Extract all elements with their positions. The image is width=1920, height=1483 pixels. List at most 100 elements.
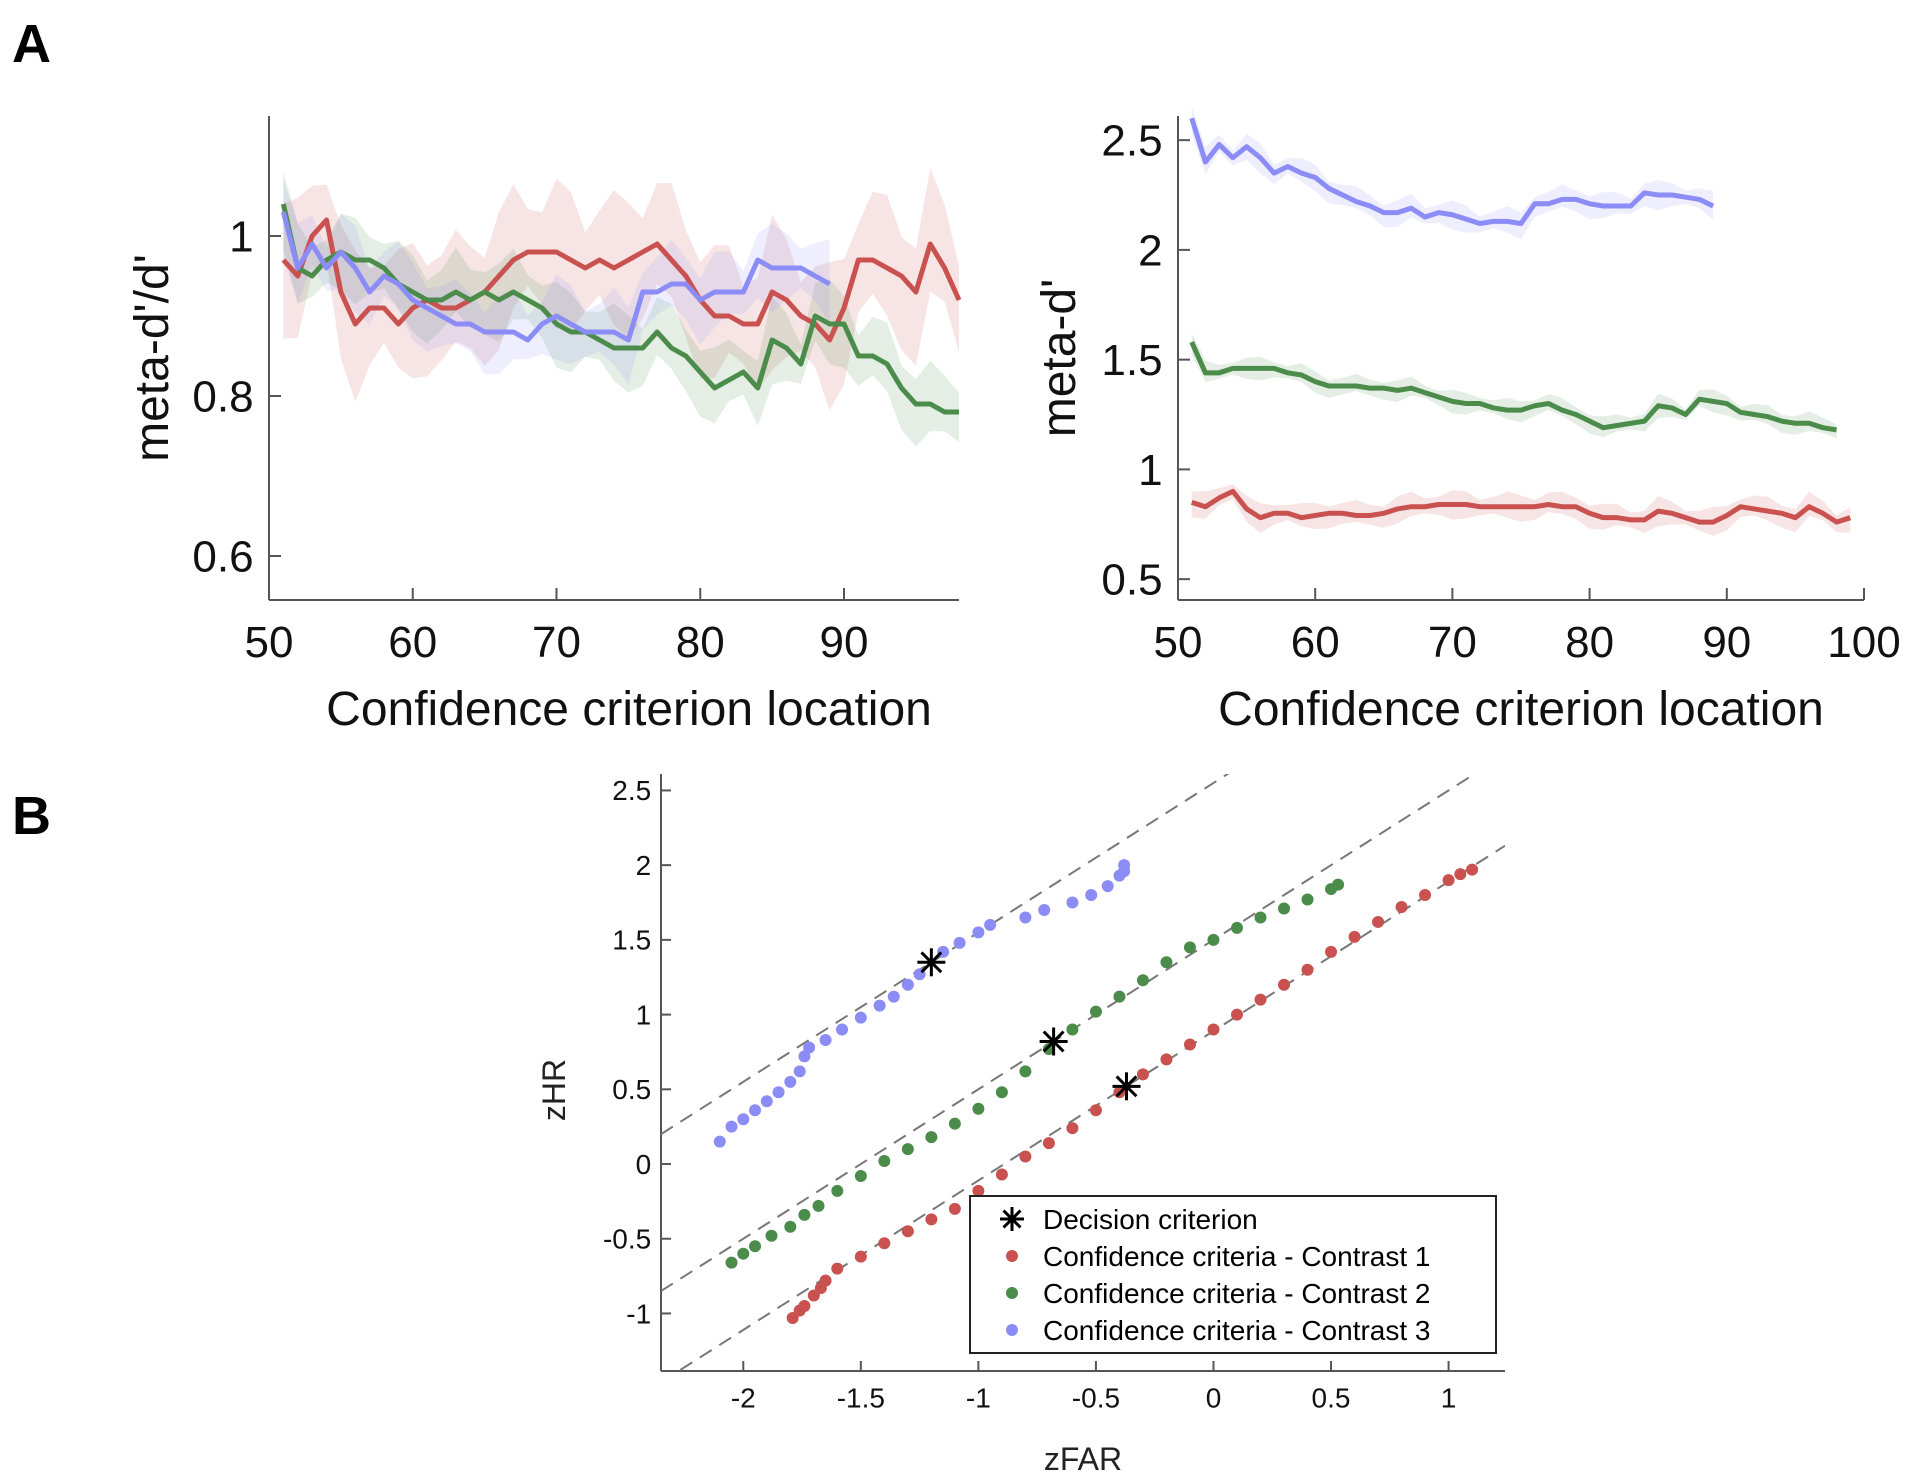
x-tick-label: 90 [820,618,869,667]
data-point-contrast3 [760,1095,773,1108]
data-point-contrast1 [995,1168,1008,1181]
legend: Decision criterion Confidence criteria -… [969,1195,1497,1354]
data-point-contrast1 [1325,945,1338,958]
y-tick-label: 1 [229,212,253,261]
data-point-contrast1 [831,1262,844,1275]
x-axis-label: zFAR [1044,1441,1122,1477]
y-tick-label: 0.6 [192,532,253,581]
legend-dot-contrast3 [1006,1324,1018,1336]
data-point-contrast3 [803,1041,816,1054]
data-point-contrast1 [901,1225,914,1238]
data-point-contrast3 [772,1086,785,1099]
series-line-contrast3 [280,211,831,343]
data-point-contrast1 [1372,915,1385,928]
y-tick-label: 2.5 [612,775,651,806]
chart-meta-d-ratio: Confidence criterion location meta-d'/d'… [126,116,962,736]
y-axis-label: zHR [536,1059,572,1121]
data-point-contrast3 [784,1075,797,1088]
data-point-contrast1 [1278,978,1291,991]
data-point-contrast2 [1160,956,1173,969]
data-point-contrast1 [1466,863,1479,876]
data-point-contrast3 [713,1135,726,1148]
legend-dot-contrast1 [1006,1250,1018,1262]
y-tick-label: 1.5 [1101,336,1162,385]
legend-star-icon [1000,1207,1024,1231]
data-point-contrast1 [925,1213,938,1226]
data-point-contrast3 [984,918,997,931]
y-tick-label: 0.5 [612,1074,651,1105]
x-tick-label: 50 [245,618,294,667]
y-tick-label: -0.5 [603,1224,651,1255]
data-point-contrast2 [737,1247,750,1260]
x-tick-label: -1 [966,1382,991,1413]
data-point-contrast2 [1207,933,1220,946]
data-point-contrast1 [972,1184,985,1197]
data-point-contrast2 [995,1086,1008,1099]
reference-line [676,844,1505,1371]
data-point-contrast2 [1230,921,1243,934]
data-point-contrast2 [1332,878,1345,891]
data-point-contrast3 [972,926,985,939]
y-tick-label: 2 [1138,226,1162,275]
series-line-contrast1 [1190,488,1852,525]
star-stroke [1002,1209,1022,1229]
x-tick-label: 0.5 [1312,1382,1351,1413]
data-point-contrast1 [1089,1104,1102,1117]
star-stroke [1115,1075,1138,1098]
data-point-contrast2 [798,1208,811,1221]
legend-label-contrast-1: Confidence criteria - Contrast 1 [1043,1241,1431,1272]
data-point-contrast3 [819,1033,832,1046]
data-point-contrast2 [1113,990,1126,1003]
data-point-contrast3 [854,1011,867,1024]
ci-band-contrast3 [1191,107,1714,239]
data-point-contrast1 [1254,993,1267,1006]
x-axis-label: Confidence criterion location [1218,683,1824,736]
y-tick-label: 1.5 [612,925,651,956]
data-point-contrast3 [793,1065,806,1078]
data-point-contrast3 [1066,896,1079,909]
data-point-contrast1 [878,1237,891,1250]
data-point-contrast2 [749,1240,762,1253]
data-point-contrast3 [836,1023,849,1036]
data-point-contrast2 [1278,902,1291,915]
x-tick-label: 100 [1827,618,1900,667]
data-point-contrast3 [798,1050,811,1063]
ci-band-contrast2 [283,172,959,447]
data-point-contrast1 [1230,1008,1243,1021]
data-point-contrast2 [725,1256,738,1269]
data-point-contrast1 [819,1274,832,1287]
data-point-contrast2 [765,1229,778,1242]
data-point-contrast1 [1442,874,1455,887]
y-tick-label: 0.8 [192,372,253,421]
legend-box [969,1195,1497,1354]
ci-band-contrast1 [1191,484,1851,536]
data-point-contrast1 [1395,900,1408,913]
data-point-contrast2 [878,1155,891,1168]
x-tick-label: 50 [1154,618,1203,667]
series-line-contrast2 [1189,341,1837,433]
data-point-contrast2 [812,1199,825,1212]
legend-label-decision: Decision criterion [1043,1204,1258,1235]
data-point-contrast2 [854,1169,867,1182]
ci-band-contrast2 [1191,333,1837,439]
chart-meta-d: Confidence criterion location meta-d' 50… [1033,107,1901,736]
data-point-contrast3 [1038,903,1051,916]
data-point-contrast2 [1301,893,1314,906]
data-point-contrast1 [854,1250,867,1263]
data-point-contrast3 [1118,865,1131,878]
data-point-contrast3 [887,990,900,1003]
star-stroke [920,951,943,974]
data-point-contrast1 [1207,1023,1220,1036]
y-axis-label: meta-d'/d' [126,254,179,462]
data-point-contrast1 [948,1202,961,1215]
legend-label-contrast-2: Confidence criteria - Contrast 2 [1043,1278,1431,1309]
data-point-contrast3 [873,999,886,1012]
data-point-contrast1 [1348,930,1361,943]
data-point-contrast1 [786,1311,799,1324]
y-tick-label: 0 [636,1149,652,1180]
x-tick-label: -0.5 [1072,1382,1120,1413]
y-tick-label: 2.5 [1101,117,1162,166]
decision-criterion-marker [1112,1072,1141,1101]
x-tick-label: -2 [731,1382,756,1413]
